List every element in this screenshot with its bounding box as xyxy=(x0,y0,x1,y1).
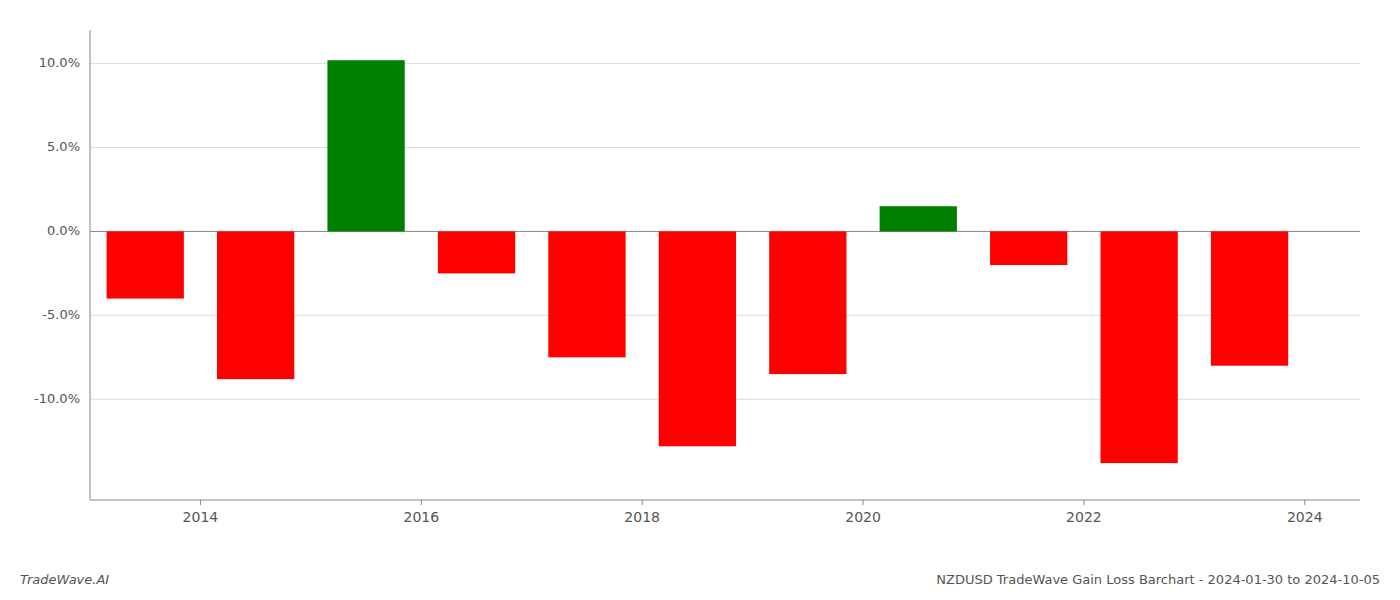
bar xyxy=(438,231,515,273)
y-tick-label: -10.0% xyxy=(34,391,80,406)
x-tick-label: 2014 xyxy=(183,509,219,525)
bar xyxy=(769,231,846,374)
grid-line xyxy=(90,147,1360,148)
bar xyxy=(107,231,184,298)
bars xyxy=(107,60,1289,463)
x-tick-label: 2022 xyxy=(1066,509,1102,525)
y-tick-labels: -10.0% -5.0% 0.0% 5.0% 10.0% xyxy=(34,55,80,406)
y-tick-label: 0.0% xyxy=(47,223,80,238)
y-tick-label: 5.0% xyxy=(47,139,80,154)
bar xyxy=(217,231,294,379)
y-tick-label: -5.0% xyxy=(42,307,80,322)
bar xyxy=(1100,231,1177,463)
bar xyxy=(659,231,736,446)
bar xyxy=(990,231,1067,265)
y-tick-label: 10.0% xyxy=(39,55,80,70)
y-axis-line xyxy=(90,30,91,500)
bar xyxy=(880,206,957,231)
x-axis-line xyxy=(90,500,1360,501)
x-tick-label: 2020 xyxy=(845,509,881,525)
x-tick-label: 2016 xyxy=(403,509,439,525)
bar xyxy=(1211,231,1288,365)
footer-annotation: TradeWave.AI xyxy=(20,572,109,587)
x-tick xyxy=(1304,500,1305,505)
bar xyxy=(548,231,625,357)
bar xyxy=(327,60,404,231)
x-tick xyxy=(200,500,201,505)
x-tick xyxy=(642,500,643,505)
chart-container: -10.0% -5.0% 0.0% 5.0% 10.0% 2014 2016 2018 2020… xyxy=(0,0,1400,600)
x-tick xyxy=(863,500,864,505)
chart-svg: -10.0% -5.0% 0.0% 5.0% 10.0% 2014 2016 2018 2020… xyxy=(0,0,1400,600)
x-tick xyxy=(421,500,422,505)
x-tick-label: 2018 xyxy=(624,509,660,525)
x-ticks: 2014 2016 2018 2020 2022 2024 xyxy=(183,500,1323,525)
grid-line xyxy=(90,63,1360,64)
chart-title: NZDUSD TradeWave Gain Loss Barchart - 20… xyxy=(936,572,1380,587)
x-tick xyxy=(1083,500,1084,505)
x-tick-label: 2024 xyxy=(1287,509,1323,525)
